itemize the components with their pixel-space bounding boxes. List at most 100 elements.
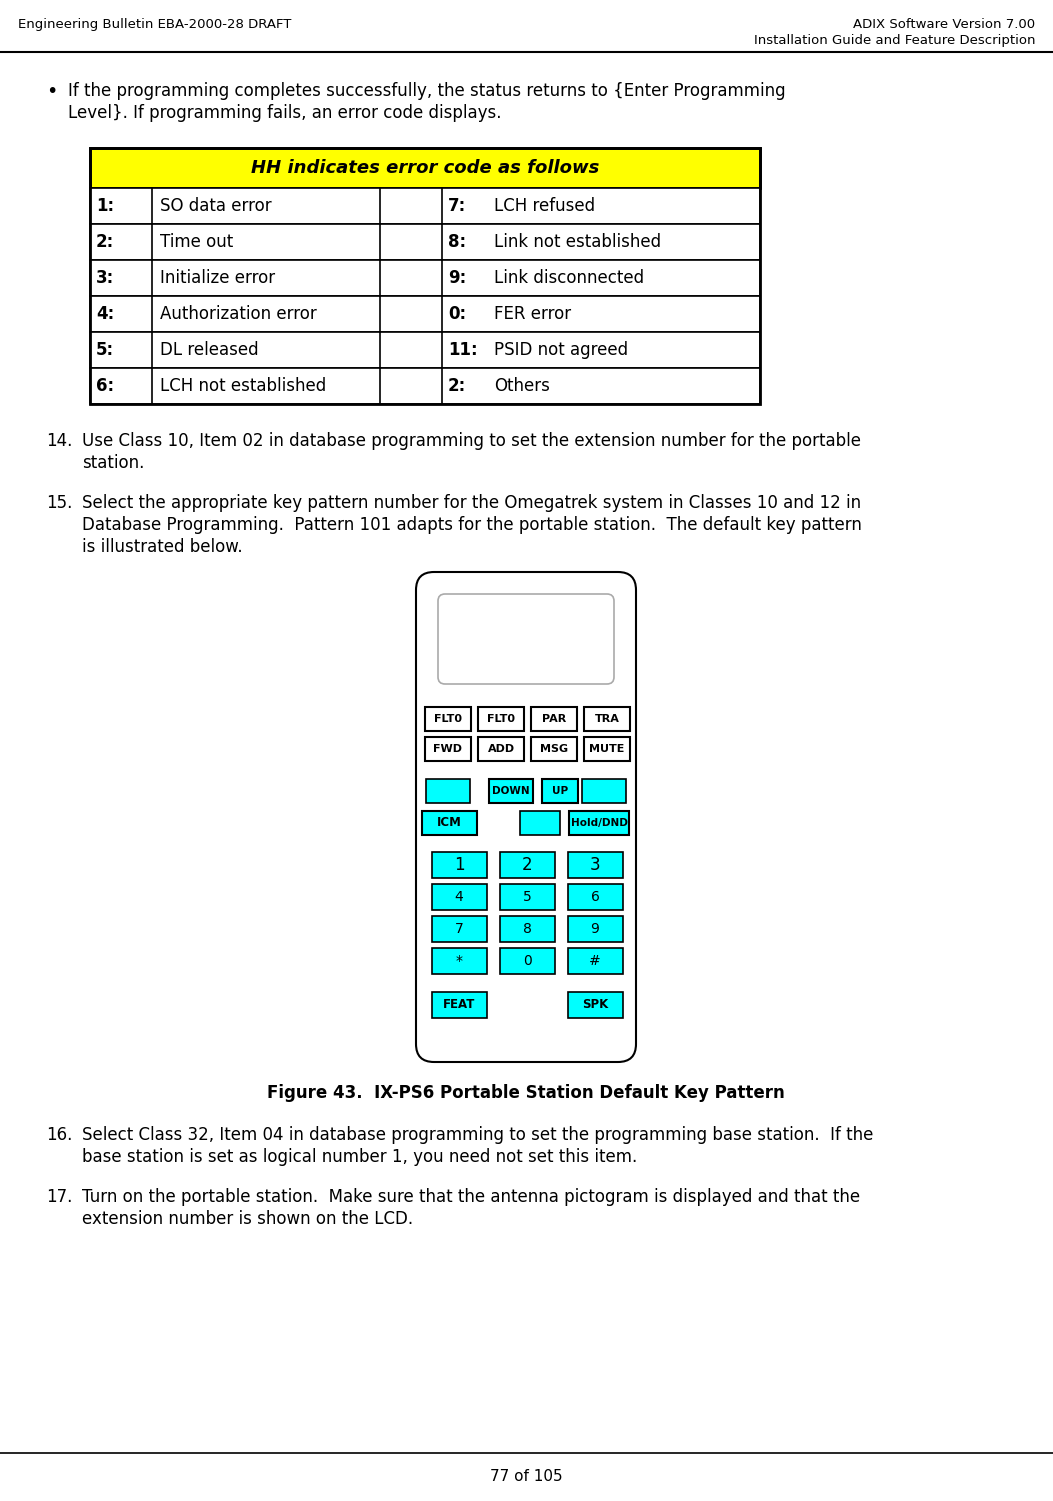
- Text: 2: 2: [521, 856, 533, 874]
- Text: 16.: 16.: [46, 1126, 73, 1144]
- Text: HH indicates error code as follows: HH indicates error code as follows: [251, 159, 599, 177]
- Text: •: •: [46, 83, 57, 101]
- Bar: [531, 737, 577, 761]
- Bar: [432, 853, 486, 878]
- Text: Others: Others: [494, 377, 550, 395]
- Text: 14.: 14.: [46, 432, 73, 450]
- Text: station.: station.: [82, 453, 144, 471]
- Bar: [568, 884, 622, 910]
- Text: Installation Guide and Feature Description: Installation Guide and Feature Descripti…: [754, 35, 1035, 47]
- Text: ADIX Software Version 7.00: ADIX Software Version 7.00: [853, 18, 1035, 32]
- Text: ADD: ADD: [488, 744, 515, 754]
- FancyBboxPatch shape: [438, 594, 614, 684]
- Text: DL released: DL released: [160, 341, 259, 359]
- Bar: [569, 811, 629, 835]
- Bar: [90, 224, 760, 260]
- Bar: [520, 811, 560, 835]
- Bar: [421, 811, 477, 835]
- Text: ICM: ICM: [437, 817, 461, 830]
- Bar: [499, 853, 555, 878]
- Text: 9:: 9:: [448, 269, 466, 287]
- Text: 0:: 0:: [448, 305, 466, 323]
- Text: 4:: 4:: [96, 305, 114, 323]
- Bar: [584, 707, 630, 731]
- Text: 8:: 8:: [448, 233, 466, 251]
- Text: 5: 5: [522, 890, 532, 904]
- Bar: [90, 188, 760, 224]
- Text: 6: 6: [591, 890, 599, 904]
- Text: 1: 1: [454, 856, 464, 874]
- Bar: [568, 992, 622, 1018]
- Bar: [582, 779, 625, 803]
- Bar: [432, 949, 486, 974]
- Bar: [531, 707, 577, 731]
- FancyBboxPatch shape: [416, 572, 636, 1063]
- Bar: [584, 737, 630, 761]
- Text: Hold/DND: Hold/DND: [571, 818, 628, 829]
- Text: 1:: 1:: [96, 197, 114, 215]
- Text: SO data error: SO data error: [160, 197, 272, 215]
- Text: is illustrated below.: is illustrated below.: [82, 537, 242, 555]
- Text: MUTE: MUTE: [590, 744, 624, 754]
- Bar: [542, 779, 578, 803]
- Text: DOWN: DOWN: [492, 787, 530, 796]
- Bar: [90, 149, 760, 188]
- Bar: [90, 149, 760, 404]
- Bar: [568, 853, 622, 878]
- Text: Database Programming.  Pattern 101 adapts for the portable station.  The default: Database Programming. Pattern 101 adapts…: [82, 516, 861, 534]
- Text: extension number is shown on the LCD.: extension number is shown on the LCD.: [82, 1210, 413, 1228]
- Text: If the programming completes successfully, the status returns to {Enter Programm: If the programming completes successfull…: [68, 83, 786, 101]
- Bar: [499, 916, 555, 943]
- Bar: [90, 296, 760, 332]
- Text: 2:: 2:: [448, 377, 466, 395]
- Text: Turn on the portable station.  Make sure that the antenna pictogram is displayed: Turn on the portable station. Make sure …: [82, 1187, 860, 1205]
- Text: FLT0: FLT0: [486, 714, 515, 723]
- Bar: [478, 707, 524, 731]
- Text: Engineering Bulletin EBA-2000-28 DRAFT: Engineering Bulletin EBA-2000-28 DRAFT: [18, 18, 292, 32]
- Text: base station is set as logical number 1, you need not set this item.: base station is set as logical number 1,…: [82, 1148, 637, 1166]
- Text: MSG: MSG: [540, 744, 568, 754]
- Text: Figure 43.  IX-PS6 Portable Station Default Key Pattern: Figure 43. IX-PS6 Portable Station Defau…: [267, 1084, 784, 1102]
- Text: FEAT: FEAT: [443, 998, 475, 1012]
- Text: 77 of 105: 77 of 105: [491, 1469, 562, 1484]
- Text: 3: 3: [590, 856, 600, 874]
- Bar: [90, 368, 760, 404]
- Text: 15.: 15.: [46, 494, 73, 512]
- Text: 11:: 11:: [448, 341, 478, 359]
- Bar: [499, 884, 555, 910]
- Bar: [568, 916, 622, 943]
- Text: 7:: 7:: [448, 197, 466, 215]
- Bar: [90, 332, 760, 368]
- Text: 17.: 17.: [46, 1187, 73, 1205]
- Bar: [568, 949, 622, 974]
- Bar: [426, 779, 470, 803]
- Text: SPK: SPK: [582, 998, 609, 1012]
- Text: 9: 9: [591, 922, 599, 937]
- Text: Use Class 10, Item 02 in database programming to set the extension number for th: Use Class 10, Item 02 in database progra…: [82, 432, 861, 450]
- Text: LCH refused: LCH refused: [494, 197, 595, 215]
- Text: 7: 7: [455, 922, 463, 937]
- Text: FLT0: FLT0: [434, 714, 462, 723]
- Text: PAR: PAR: [542, 714, 567, 723]
- Text: FWD: FWD: [434, 744, 462, 754]
- Bar: [499, 949, 555, 974]
- Bar: [90, 260, 760, 296]
- Text: *: *: [456, 955, 462, 968]
- Text: 6:: 6:: [96, 377, 114, 395]
- Bar: [432, 992, 486, 1018]
- Text: 3:: 3:: [96, 269, 114, 287]
- Bar: [489, 779, 533, 803]
- Text: 4: 4: [455, 890, 463, 904]
- Text: Authorization error: Authorization error: [160, 305, 317, 323]
- Bar: [432, 884, 486, 910]
- Text: FER error: FER error: [494, 305, 571, 323]
- Bar: [425, 737, 471, 761]
- Text: Select Class 32, Item 04 in database programming to set the programming base sta: Select Class 32, Item 04 in database pro…: [82, 1126, 873, 1144]
- Bar: [425, 707, 471, 731]
- Text: 8: 8: [522, 922, 532, 937]
- Text: Level}. If programming fails, an error code displays.: Level}. If programming fails, an error c…: [68, 104, 501, 122]
- Text: LCH not established: LCH not established: [160, 377, 326, 395]
- Text: TRA: TRA: [595, 714, 619, 723]
- Text: PSID not agreed: PSID not agreed: [494, 341, 629, 359]
- Text: Time out: Time out: [160, 233, 234, 251]
